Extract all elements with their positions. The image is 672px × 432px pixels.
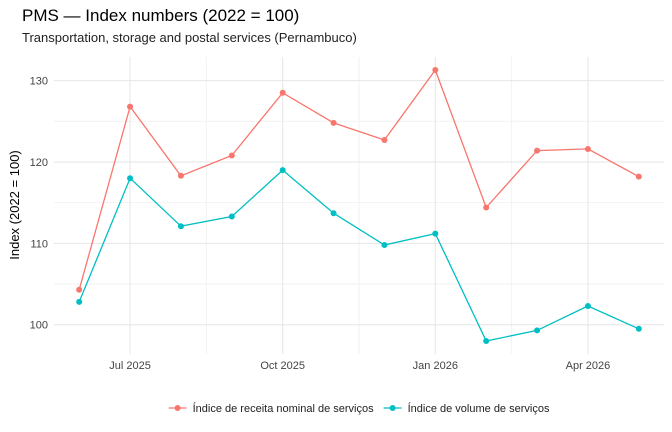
y-tick-label: 100	[30, 320, 48, 332]
data-point	[381, 241, 388, 248]
series-line	[78, 68, 640, 290]
data-point	[534, 147, 541, 154]
data-point	[228, 152, 235, 159]
y-tick-labels: 100 110 120 130	[30, 76, 48, 332]
data-point	[228, 213, 235, 220]
data-point	[279, 89, 286, 96]
data-point	[177, 223, 184, 230]
x-tick-labels: Jul 2025 Oct 2025 Jan 2026 Apr 2026	[109, 360, 610, 372]
x-tick-label: Jul 2025	[109, 360, 151, 372]
data-point	[483, 204, 490, 211]
grid	[54, 57, 664, 354]
x-tick-label: Oct 2025	[260, 360, 305, 372]
series-line	[78, 169, 640, 342]
data-point	[279, 167, 286, 174]
legend-key	[168, 405, 187, 411]
data-point	[127, 175, 134, 182]
data-point	[432, 67, 439, 74]
data-point	[330, 119, 337, 126]
legend-item-2: Índice de volume de serviços	[383, 402, 550, 415]
data-point	[76, 298, 83, 305]
series-1	[76, 67, 642, 293]
series-group	[76, 67, 642, 344]
data-point	[76, 286, 83, 293]
y-tick-label: 120	[30, 157, 48, 169]
data-point	[635, 173, 642, 180]
data-point	[330, 210, 337, 217]
legend-label: Índice de receita nominal de serviços	[193, 402, 374, 415]
data-point	[381, 136, 388, 143]
legend-item-1: Índice de receita nominal de serviços	[168, 402, 374, 415]
data-point	[432, 230, 439, 237]
y-tick-label: 110	[30, 238, 48, 250]
x-tick-label: Apr 2026	[566, 360, 611, 372]
data-point	[584, 145, 591, 152]
data-point	[584, 302, 591, 309]
y-axis-label: Index (2022 = 100)	[7, 150, 22, 260]
legend-key	[383, 405, 402, 411]
legend: Índice de receita nominal de serviços Índ…	[168, 402, 550, 415]
chart-title: PMS — Index numbers (2022 = 100)	[22, 6, 299, 25]
x-tick-label: Jan 2026	[413, 360, 458, 372]
chart-subtitle: Transportation, storage and postal servi…	[22, 30, 357, 45]
data-point	[534, 327, 541, 334]
data-point	[483, 337, 490, 344]
data-point	[127, 103, 134, 110]
series-2	[76, 167, 642, 344]
data-point	[635, 325, 642, 332]
legend-label: Índice de volume de serviços	[408, 402, 550, 415]
y-tick-label: 130	[30, 76, 48, 88]
data-point	[177, 172, 184, 179]
